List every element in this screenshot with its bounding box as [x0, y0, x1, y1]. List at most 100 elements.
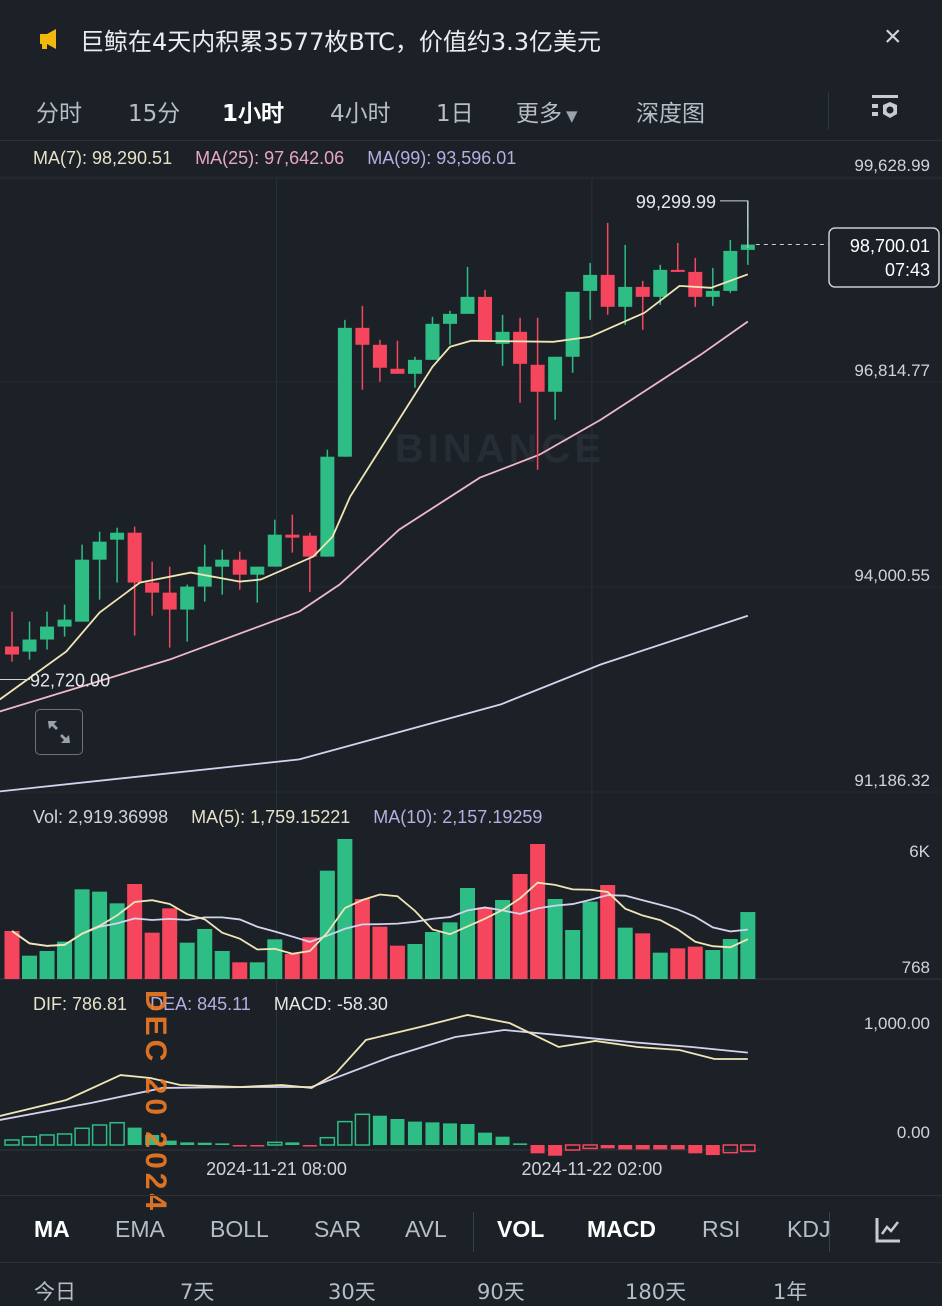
dif-value: DIF: 786.81 — [33, 994, 128, 1014]
macd-histogram-bar — [319, 1136, 336, 1146]
macd-histogram-bar — [670, 1145, 685, 1150]
macd-histogram-bar — [495, 1136, 510, 1145]
macd-value: MACD: -58.30 — [273, 994, 388, 1014]
separator — [828, 92, 829, 130]
candle-body — [285, 534, 300, 538]
volume-bar — [302, 937, 318, 979]
macd-histogram-bar — [530, 1145, 545, 1154]
volume-legend: Vol: 2,919.36998 MA(5): 1,759.15221 MA(1… — [33, 807, 542, 828]
volume-bar — [512, 874, 528, 979]
range-tab-0[interactable]: 今日 — [34, 1280, 76, 1304]
macd-tick-label: 1,000.00 — [863, 1014, 930, 1033]
candle-body — [723, 250, 738, 291]
volume-bar — [477, 907, 493, 979]
volume-bar — [249, 962, 265, 979]
candle-body — [40, 626, 55, 640]
separator — [473, 1212, 474, 1252]
candle-body — [513, 331, 528, 364]
dea-value: DEA: 845.11 — [150, 994, 251, 1014]
range-tab-5[interactable]: 1年 — [773, 1280, 808, 1304]
range-tab-2[interactable]: 30天 — [328, 1280, 376, 1304]
volume-bar — [652, 952, 668, 979]
vol-ma5-value: MA(5): 1,759.15221 — [191, 807, 351, 827]
candle-body — [460, 296, 475, 314]
volume-bar — [319, 870, 335, 979]
close-icon[interactable]: × — [884, 20, 902, 53]
photo-date-stamp: DEC 20 2024 — [139, 990, 172, 1215]
indicator-settings-icon[interactable] — [874, 1216, 902, 1249]
volume-bar — [407, 944, 423, 979]
interval-tab-4[interactable]: 1日 — [436, 94, 474, 128]
announcement-icon — [38, 28, 62, 55]
indicator-ma[interactable]: MA — [34, 1216, 70, 1242]
divider — [0, 178, 942, 179]
interval-tab-2[interactable]: 1小时 — [222, 94, 284, 128]
interval-tab-1[interactable]: 15分 — [128, 94, 180, 128]
indicator-avl[interactable]: AVL — [405, 1216, 447, 1242]
separator — [829, 1212, 830, 1252]
ma-legend: MA(7): 98,290.51 MA(25): 97,642.06 MA(99… — [33, 148, 516, 169]
macd-histogram-bar — [145, 1134, 160, 1145]
interval-tab-0[interactable]: 分时 — [36, 94, 82, 128]
candle-body — [688, 271, 703, 297]
indicator-boll[interactable]: BOLL — [210, 1216, 269, 1242]
macd-histogram-bar — [635, 1145, 650, 1150]
macd-histogram-bar — [302, 1145, 317, 1147]
volume-tick-label: 6K — [909, 842, 930, 861]
candle-body — [302, 535, 317, 557]
range-tab-3[interactable]: 90天 — [477, 1280, 525, 1304]
expand-icon — [48, 721, 70, 743]
chart-settings-icon[interactable] — [870, 93, 902, 128]
ma25-value: MA(25): 97,642.06 — [195, 148, 345, 168]
indicator-kdj[interactable]: KDJ — [787, 1216, 831, 1242]
candle-body — [705, 290, 720, 297]
volume-bar — [284, 954, 300, 979]
volume-tick-label: 768 — [901, 958, 930, 977]
candle-body — [145, 582, 160, 593]
indicator-macd[interactable]: MACD — [587, 1216, 656, 1242]
volume-bar — [372, 926, 388, 979]
announcement-title[interactable]: 巨鲸在4天内积累3577枚BTC，价值约3.3亿美元 — [80, 28, 601, 56]
macd-histogram-bar — [197, 1142, 212, 1145]
macd-histogram-bar — [600, 1145, 615, 1149]
fullscreen-button[interactable] — [35, 709, 83, 755]
candle-body — [390, 368, 405, 374]
volume-bar — [92, 891, 108, 979]
range-tab-4[interactable]: 180天 — [625, 1280, 687, 1304]
volume-bar — [162, 908, 178, 979]
candle-body — [407, 359, 422, 374]
macd-histogram-bar — [513, 1143, 528, 1145]
volume-bar — [740, 912, 756, 979]
volume-bar — [635, 933, 651, 979]
volume-bar — [565, 930, 581, 979]
volume-bar — [722, 939, 738, 979]
candle-body — [600, 274, 615, 307]
macd-histogram-bar — [180, 1142, 195, 1145]
macd-histogram-bar — [582, 1144, 598, 1150]
last-price-tag — [828, 227, 940, 288]
indicator-vol[interactable]: VOL — [497, 1216, 545, 1242]
candle-body — [548, 356, 563, 392]
macd-histogram-bar — [372, 1115, 387, 1145]
macd-histogram-bar — [127, 1127, 142, 1145]
candle-body — [57, 619, 72, 627]
interval-tab-3[interactable]: 4小时 — [330, 94, 391, 128]
macd-histogram-bar — [740, 1144, 756, 1153]
interval-tab-6[interactable]: 深度图 — [636, 94, 705, 128]
macd-histogram-bar — [354, 1113, 371, 1146]
interval-tab-5[interactable]: 更多 ▼ — [516, 94, 578, 128]
interval-tab-label: 4小时 — [330, 101, 391, 127]
candle-body — [653, 269, 668, 297]
candle-body — [267, 534, 282, 567]
indicator-rsi[interactable]: RSI — [702, 1216, 741, 1242]
macd-histogram-bar — [548, 1145, 563, 1156]
candle-body — [162, 592, 177, 610]
candle-body — [92, 541, 107, 560]
macd-histogram-bar — [4, 1139, 20, 1146]
indicator-ema[interactable]: EMA — [115, 1216, 165, 1242]
indicator-sar[interactable]: SAR — [314, 1216, 362, 1242]
macd-histogram-bar — [390, 1118, 405, 1145]
range-tab-1[interactable]: 7天 — [180, 1280, 215, 1304]
volume-bar — [22, 955, 38, 979]
